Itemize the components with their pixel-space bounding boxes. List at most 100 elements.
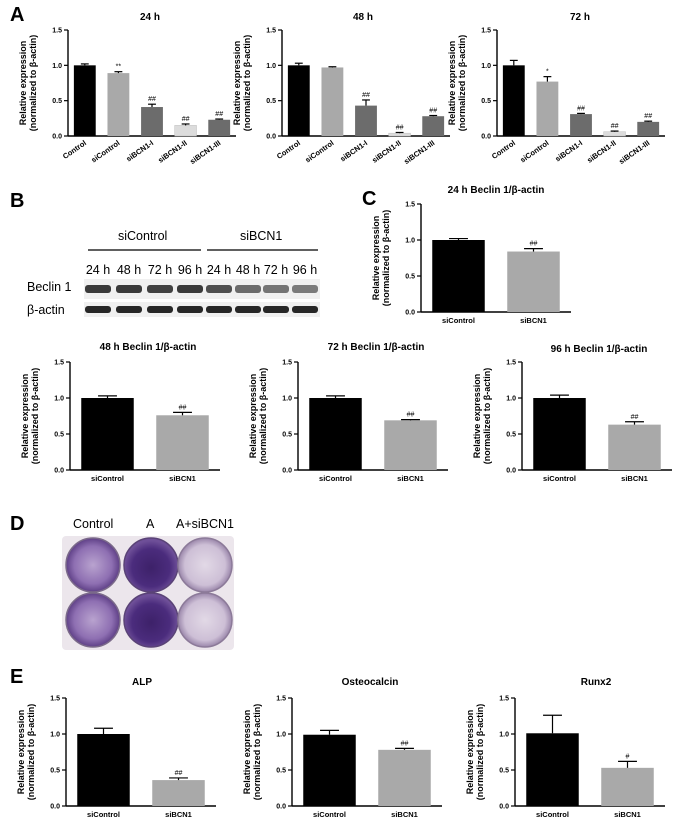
y-tick-label: 0.0 — [50, 804, 60, 811]
chart-c-24h: 24 h Beclin 1/β-actin Relative expression… — [371, 185, 571, 325]
bar — [603, 131, 626, 137]
x-tick-label: siControl — [536, 810, 569, 819]
y-tick-label: 1.0 — [54, 396, 64, 403]
x-tick-label: Control — [275, 138, 302, 161]
blot-band-bactin — [263, 306, 289, 313]
chart-e-osteocalcin: Osteocalcin Relative expression (normalize… — [242, 677, 442, 819]
bar — [355, 105, 377, 136]
x-tick-label: siBCN1-I — [124, 138, 155, 163]
y-tick-label: 0.0 — [405, 310, 415, 317]
bar — [536, 81, 559, 136]
significance-mark: ## — [611, 123, 619, 130]
bar — [637, 121, 660, 136]
bar — [384, 420, 437, 470]
x-tick-label: siControl — [89, 138, 121, 164]
blot-time-label: 96 h — [178, 263, 202, 277]
y-tick-label: 1.0 — [52, 63, 62, 70]
blot-time-label: 24 h — [207, 263, 231, 277]
bar — [81, 398, 134, 470]
y-axis-label-line2: (normalized to β-actin) — [26, 704, 36, 801]
significance-mark: ## — [407, 412, 415, 419]
chart-title: 72 h — [570, 12, 590, 23]
chart-title: Osteocalcin — [342, 677, 399, 688]
bar — [570, 114, 592, 136]
chart-e-runx2: Runx2 Relative expression (normalized to β… — [465, 677, 665, 819]
y-axis-label-line2: (normalized to β-actin) — [258, 368, 268, 465]
y-axis-label-line1: Relative expression — [371, 216, 381, 301]
significance-mark: ## — [631, 414, 639, 421]
significance-mark: ## — [644, 113, 652, 120]
blot-time-label: 48 h — [236, 263, 260, 277]
bar — [321, 67, 344, 136]
y-tick-label: 1.5 — [506, 360, 516, 367]
chart-title: ALP — [132, 677, 152, 688]
bar — [156, 415, 209, 470]
x-tick-label: siBCN1-III — [402, 138, 436, 166]
bar — [526, 733, 579, 806]
y-tick-label: 1.0 — [276, 732, 286, 739]
x-tick-label: siControl — [313, 810, 346, 819]
chart-title: 48 h Beclin 1/β-actin — [100, 342, 197, 353]
blot-group-sibcn1: siBCN1 — [240, 229, 282, 243]
y-tick-label: 1.0 — [405, 238, 415, 245]
x-tick-label: siBCN1 — [621, 474, 648, 483]
y-tick-label: 1.0 — [50, 732, 60, 739]
y-tick-label: 1.0 — [506, 396, 516, 403]
chart-title: 24 h Beclin 1/β-actin — [448, 185, 545, 196]
chart-title: 24 h — [140, 12, 160, 23]
y-axis-label-line2: (normalized to β-actin) — [30, 368, 40, 465]
bar — [174, 125, 197, 137]
chart-e-alp: ALP Relative expression (normalized to β-a… — [16, 677, 216, 819]
y-tick-label: 1.0 — [481, 63, 491, 70]
well-a-top — [123, 537, 179, 593]
y-axis-label-line1: Relative expression — [472, 374, 482, 459]
blot-band-beclin1 — [206, 285, 232, 293]
y-tick-label: 1.0 — [266, 63, 276, 70]
significance-mark: ## — [179, 404, 187, 411]
blot-band-beclin1 — [235, 285, 261, 293]
blot-band-bactin — [147, 306, 173, 313]
y-tick-label: 1.5 — [276, 696, 286, 703]
x-tick-label: siBCN1 — [520, 316, 547, 325]
x-tick-label: siBCN1 — [165, 810, 192, 819]
y-tick-label: 0.5 — [506, 432, 516, 439]
x-tick-label: siBCN1 — [391, 810, 418, 819]
bar — [287, 65, 310, 136]
chart-title: Runx2 — [581, 677, 612, 688]
x-tick-label: Control — [490, 138, 517, 161]
significance-mark: ## — [530, 241, 538, 248]
x-tick-label: siBCN1 — [614, 810, 641, 819]
bar — [208, 119, 231, 136]
chart-title: 96 h Beclin 1/β-actin — [551, 344, 648, 355]
bar — [141, 107, 163, 136]
significance-mark: ## — [148, 96, 156, 103]
x-tick-label: siControl — [91, 474, 124, 483]
plate-label-a: A — [146, 517, 155, 531]
blot-band-beclin1 — [177, 285, 203, 293]
plate-label-control: Control — [73, 517, 113, 531]
chart-title: 72 h Beclin 1/β-actin — [328, 342, 425, 353]
blot-time-label: 48 h — [117, 263, 141, 277]
y-axis-label-line2: (normalized to β-actin) — [28, 35, 38, 132]
bar — [388, 132, 411, 137]
panel-letter-b: B — [10, 190, 24, 212]
x-tick-label: siControl — [303, 138, 335, 164]
x-tick-label: siBCN1-I — [553, 138, 584, 163]
x-tick-label: siBCN1-I — [338, 138, 369, 163]
x-tick-label: siBCN1 — [397, 474, 424, 483]
y-tick-label: 0.5 — [52, 98, 62, 105]
y-axis-label-line2: (normalized to β-actin) — [457, 35, 467, 132]
well-control-top — [65, 537, 121, 593]
y-tick-label: 1.5 — [52, 28, 62, 35]
x-tick-label: siBCN1 — [169, 474, 196, 483]
y-tick-label: 1.5 — [481, 28, 491, 35]
y-tick-label: 1.5 — [282, 360, 292, 367]
y-axis-label-line1: Relative expression — [465, 710, 475, 795]
significance-mark: ## — [362, 92, 370, 99]
panel-letter-d: D — [10, 513, 24, 535]
y-tick-label: 1.0 — [499, 732, 509, 739]
y-tick-label: 0.5 — [50, 768, 60, 775]
y-tick-label: 1.5 — [266, 28, 276, 35]
blot-band-beclin1 — [116, 285, 142, 293]
bar — [378, 749, 431, 806]
